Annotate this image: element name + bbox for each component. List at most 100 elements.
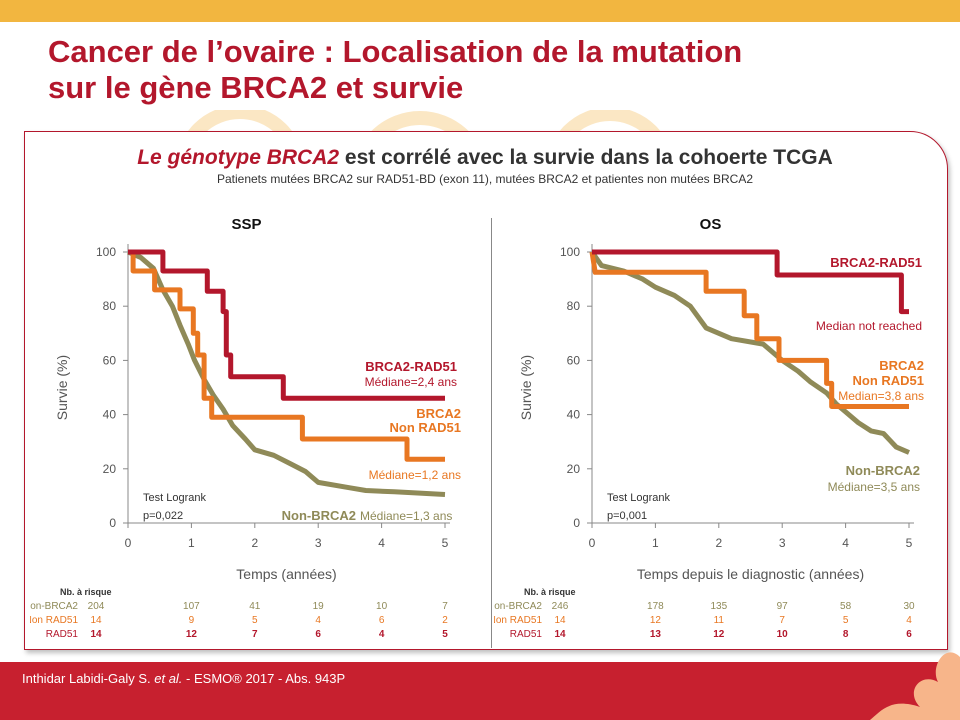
footer-source: - ESMO® 2017 - Abs. 943P: [182, 671, 346, 686]
footer-bar: [0, 652, 960, 720]
panel-subtitle: Le génotype BRCA2 est corrélé avec la su…: [24, 146, 946, 170]
at-risk-value: 4: [379, 629, 385, 640]
at-risk-value: 178: [647, 601, 664, 612]
at-risk-value: 5: [843, 615, 849, 626]
panel-description: Patienets mutées BRCA2 sur RAD51-BD (exo…: [216, 172, 754, 186]
at-risk-header: Nb. à risque: [60, 587, 112, 597]
series-label-name: BRCA2: [879, 358, 924, 373]
at-risk-value: 9: [189, 615, 195, 626]
survival-curve-non-brca2: [589, 250, 910, 455]
at-risk-value: 7: [442, 601, 448, 612]
at-risk-row-label: Non-BRCA2: [494, 601, 542, 612]
series-label-line: Median=3,8 ans: [838, 389, 924, 403]
at-risk-value: 58: [840, 601, 852, 612]
y-tick-label: 60: [567, 353, 581, 367]
x-tick-label: 0: [589, 536, 596, 550]
series-label-line: Médiane=2,4 ans: [365, 375, 457, 389]
at-risk-value: 12: [713, 629, 725, 640]
slide-title-line1: Cancer de l’ovaire : Localisation de la …: [48, 34, 743, 69]
y-tick-label: 40: [103, 408, 117, 422]
y-tick-label: 60: [103, 353, 117, 367]
series-label-median: Médiane=1,2 ans: [369, 468, 461, 482]
series-label-name: BRCA2: [416, 406, 461, 421]
at-risk-row-label: Non RAD51: [494, 615, 542, 626]
y-tick-label: 0: [109, 516, 116, 530]
at-risk-value: 246: [552, 601, 569, 612]
at-risk-value: 6: [379, 615, 385, 626]
y-tick-label: 20: [567, 462, 581, 476]
footer-citation: Inthidar Labidi-Galy S. et al. - ESMO® 2…: [22, 671, 345, 686]
survival-curve-brca2-rad51: [128, 249, 445, 401]
at-risk-value: 8: [843, 629, 849, 640]
survival-curve-brca2-rad51: [592, 249, 909, 315]
at-risk-value: 4: [906, 615, 912, 626]
at-risk-value: 10: [777, 629, 789, 640]
series-label-line: Médiane=3,5 ans: [828, 480, 920, 494]
survival-curve-non-rad51: [128, 249, 445, 462]
x-tick-label: 3: [315, 536, 322, 550]
footer-flame-decoration: [870, 652, 960, 720]
x-tick-label: 2: [251, 536, 258, 550]
at-risk-value: 19: [313, 601, 325, 612]
at-risk-value: 5: [252, 615, 258, 626]
y-axis-label: Survie (%): [54, 355, 70, 420]
chart-title: OS: [700, 216, 722, 233]
at-risk-value: 4: [315, 615, 321, 626]
at-risk-value: 41: [249, 601, 261, 612]
x-tick-label: 2: [715, 536, 722, 550]
at-risk-value: 14: [554, 629, 566, 640]
series-label-line: Median not reached: [816, 319, 922, 333]
x-tick-label: 1: [652, 536, 659, 550]
survival-curve-non-rad51: [589, 251, 909, 409]
y-tick-label: 80: [567, 299, 581, 313]
at-risk-value: 6: [906, 629, 912, 640]
at-risk-value: 7: [779, 615, 785, 626]
x-axis-label: Temps (années): [236, 566, 336, 582]
at-risk-value: 13: [650, 629, 662, 640]
logrank-p-value: p=0,022: [143, 510, 183, 522]
series-label-name: Non-BRCA2: [846, 463, 920, 478]
logrank-test-label: Test Logrank: [607, 492, 670, 504]
logrank-test-label: Test Logrank: [143, 492, 206, 504]
at-risk-value: 204: [88, 601, 105, 612]
series-label-line: Non RAD51: [389, 420, 461, 435]
at-risk-row-label: Non RAD51: [30, 615, 78, 626]
footer-author: Inthidar Labidi-Galy S.: [22, 671, 155, 686]
at-risk-value: 30: [903, 601, 915, 612]
at-risk-value: 12: [186, 629, 198, 640]
slide-title-line2: sur le gène BRCA2 et survie: [48, 70, 464, 105]
at-risk-value: 14: [90, 629, 102, 640]
series-label-name: BRCA2-RAD51: [365, 359, 457, 374]
at-risk-value: 14: [90, 615, 102, 626]
y-tick-label: 100: [560, 245, 580, 259]
logrank-p-value: p=0,001: [607, 510, 647, 522]
series-label-line: Non RAD51: [852, 373, 924, 388]
x-tick-label: 5: [442, 536, 449, 550]
x-tick-label: 4: [842, 536, 849, 550]
x-axis-label: Temps depuis le diagnostic (années): [637, 566, 864, 582]
subtitle-genotype: Le génotype BRCA2: [137, 146, 340, 169]
at-risk-value: 14: [554, 615, 566, 626]
slide-title: Cancer de l’ovaire : Localisation de la …: [48, 34, 908, 106]
at-risk-value: 5: [442, 629, 448, 640]
at-risk-row-label: RAD51: [46, 629, 79, 640]
at-risk-value: 7: [252, 629, 258, 640]
at-risk-value: 135: [710, 601, 727, 612]
x-tick-label: 5: [906, 536, 913, 550]
at-risk-header: Nb. à risque: [524, 587, 576, 597]
x-tick-label: 1: [188, 536, 195, 550]
at-risk-row-label: RAD51: [510, 629, 543, 640]
x-tick-label: 4: [378, 536, 385, 550]
at-risk-value: 107: [183, 601, 200, 612]
y-tick-label: 100: [96, 245, 116, 259]
decorative-circles: [178, 110, 672, 150]
y-axis-label: Survie (%): [518, 355, 534, 420]
x-tick-label: 3: [779, 536, 786, 550]
subtitle-rest: est corrélé avec la survie dans la cohoe…: [339, 146, 833, 169]
series-label-name: BRCA2-RAD51: [830, 255, 922, 270]
series-label-name: Non-BRCA2: [282, 508, 356, 523]
y-tick-label: 20: [103, 462, 117, 476]
footer-etal: et al.: [154, 671, 183, 686]
